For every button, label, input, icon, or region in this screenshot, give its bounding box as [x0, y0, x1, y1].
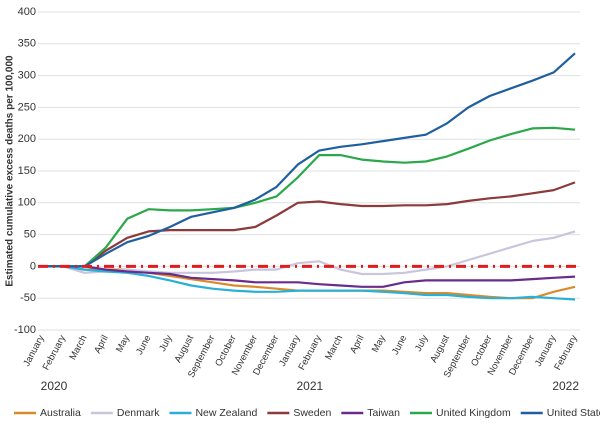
y-axis-label: Estimated cumulative excess deaths per 1…	[5, 55, 16, 287]
series-line	[42, 52, 576, 268]
x-tick-label: March	[67, 333, 89, 361]
legend-label: Australia	[40, 407, 81, 419]
y-tick-label: -100	[14, 324, 36, 336]
y-tick-label: 50	[24, 229, 36, 241]
y-tick-label: -50	[20, 292, 36, 304]
x-tick-label: March	[323, 333, 345, 361]
x-tick-label: April	[348, 333, 367, 355]
series-line	[42, 126, 576, 268]
series-line	[42, 230, 576, 276]
y-tick-label: 250	[18, 101, 36, 113]
legend-label: Taiwan	[367, 407, 400, 419]
legend-label: United States	[547, 407, 600, 419]
y-tick-label: 200	[18, 133, 36, 145]
x-tick-label: May	[114, 333, 132, 354]
y-tick-label: 100	[18, 197, 36, 209]
legend-label: United Kingdom	[436, 407, 511, 419]
series-line	[42, 181, 576, 268]
legend: Australia Denmark New Zealand Sweden Taiwan U…	[14, 407, 600, 419]
legend-label: New Zealand	[195, 407, 257, 419]
y-tick-label: 300	[18, 70, 36, 82]
year-label: 2020	[41, 379, 68, 393]
year-label: 2021	[296, 379, 323, 393]
year-label: 2022	[552, 379, 579, 393]
y-tick-label: 150	[18, 165, 36, 177]
x-tick-label: June	[390, 333, 409, 356]
x-tick-label: June	[134, 333, 153, 356]
y-tick-label: 350	[18, 38, 36, 50]
y-tick-label: 0	[30, 260, 36, 272]
y-tick-label: 400	[18, 6, 36, 18]
x-tick-label: July	[413, 333, 431, 353]
series-line	[42, 265, 576, 301]
x-tick-label: May	[370, 333, 388, 354]
x-tick-label: April	[92, 333, 111, 355]
legend-label: Denmark	[117, 407, 160, 419]
x-tick-label: July	[157, 333, 175, 353]
series-line	[42, 265, 576, 288]
legend-label: Sweden	[293, 407, 331, 419]
